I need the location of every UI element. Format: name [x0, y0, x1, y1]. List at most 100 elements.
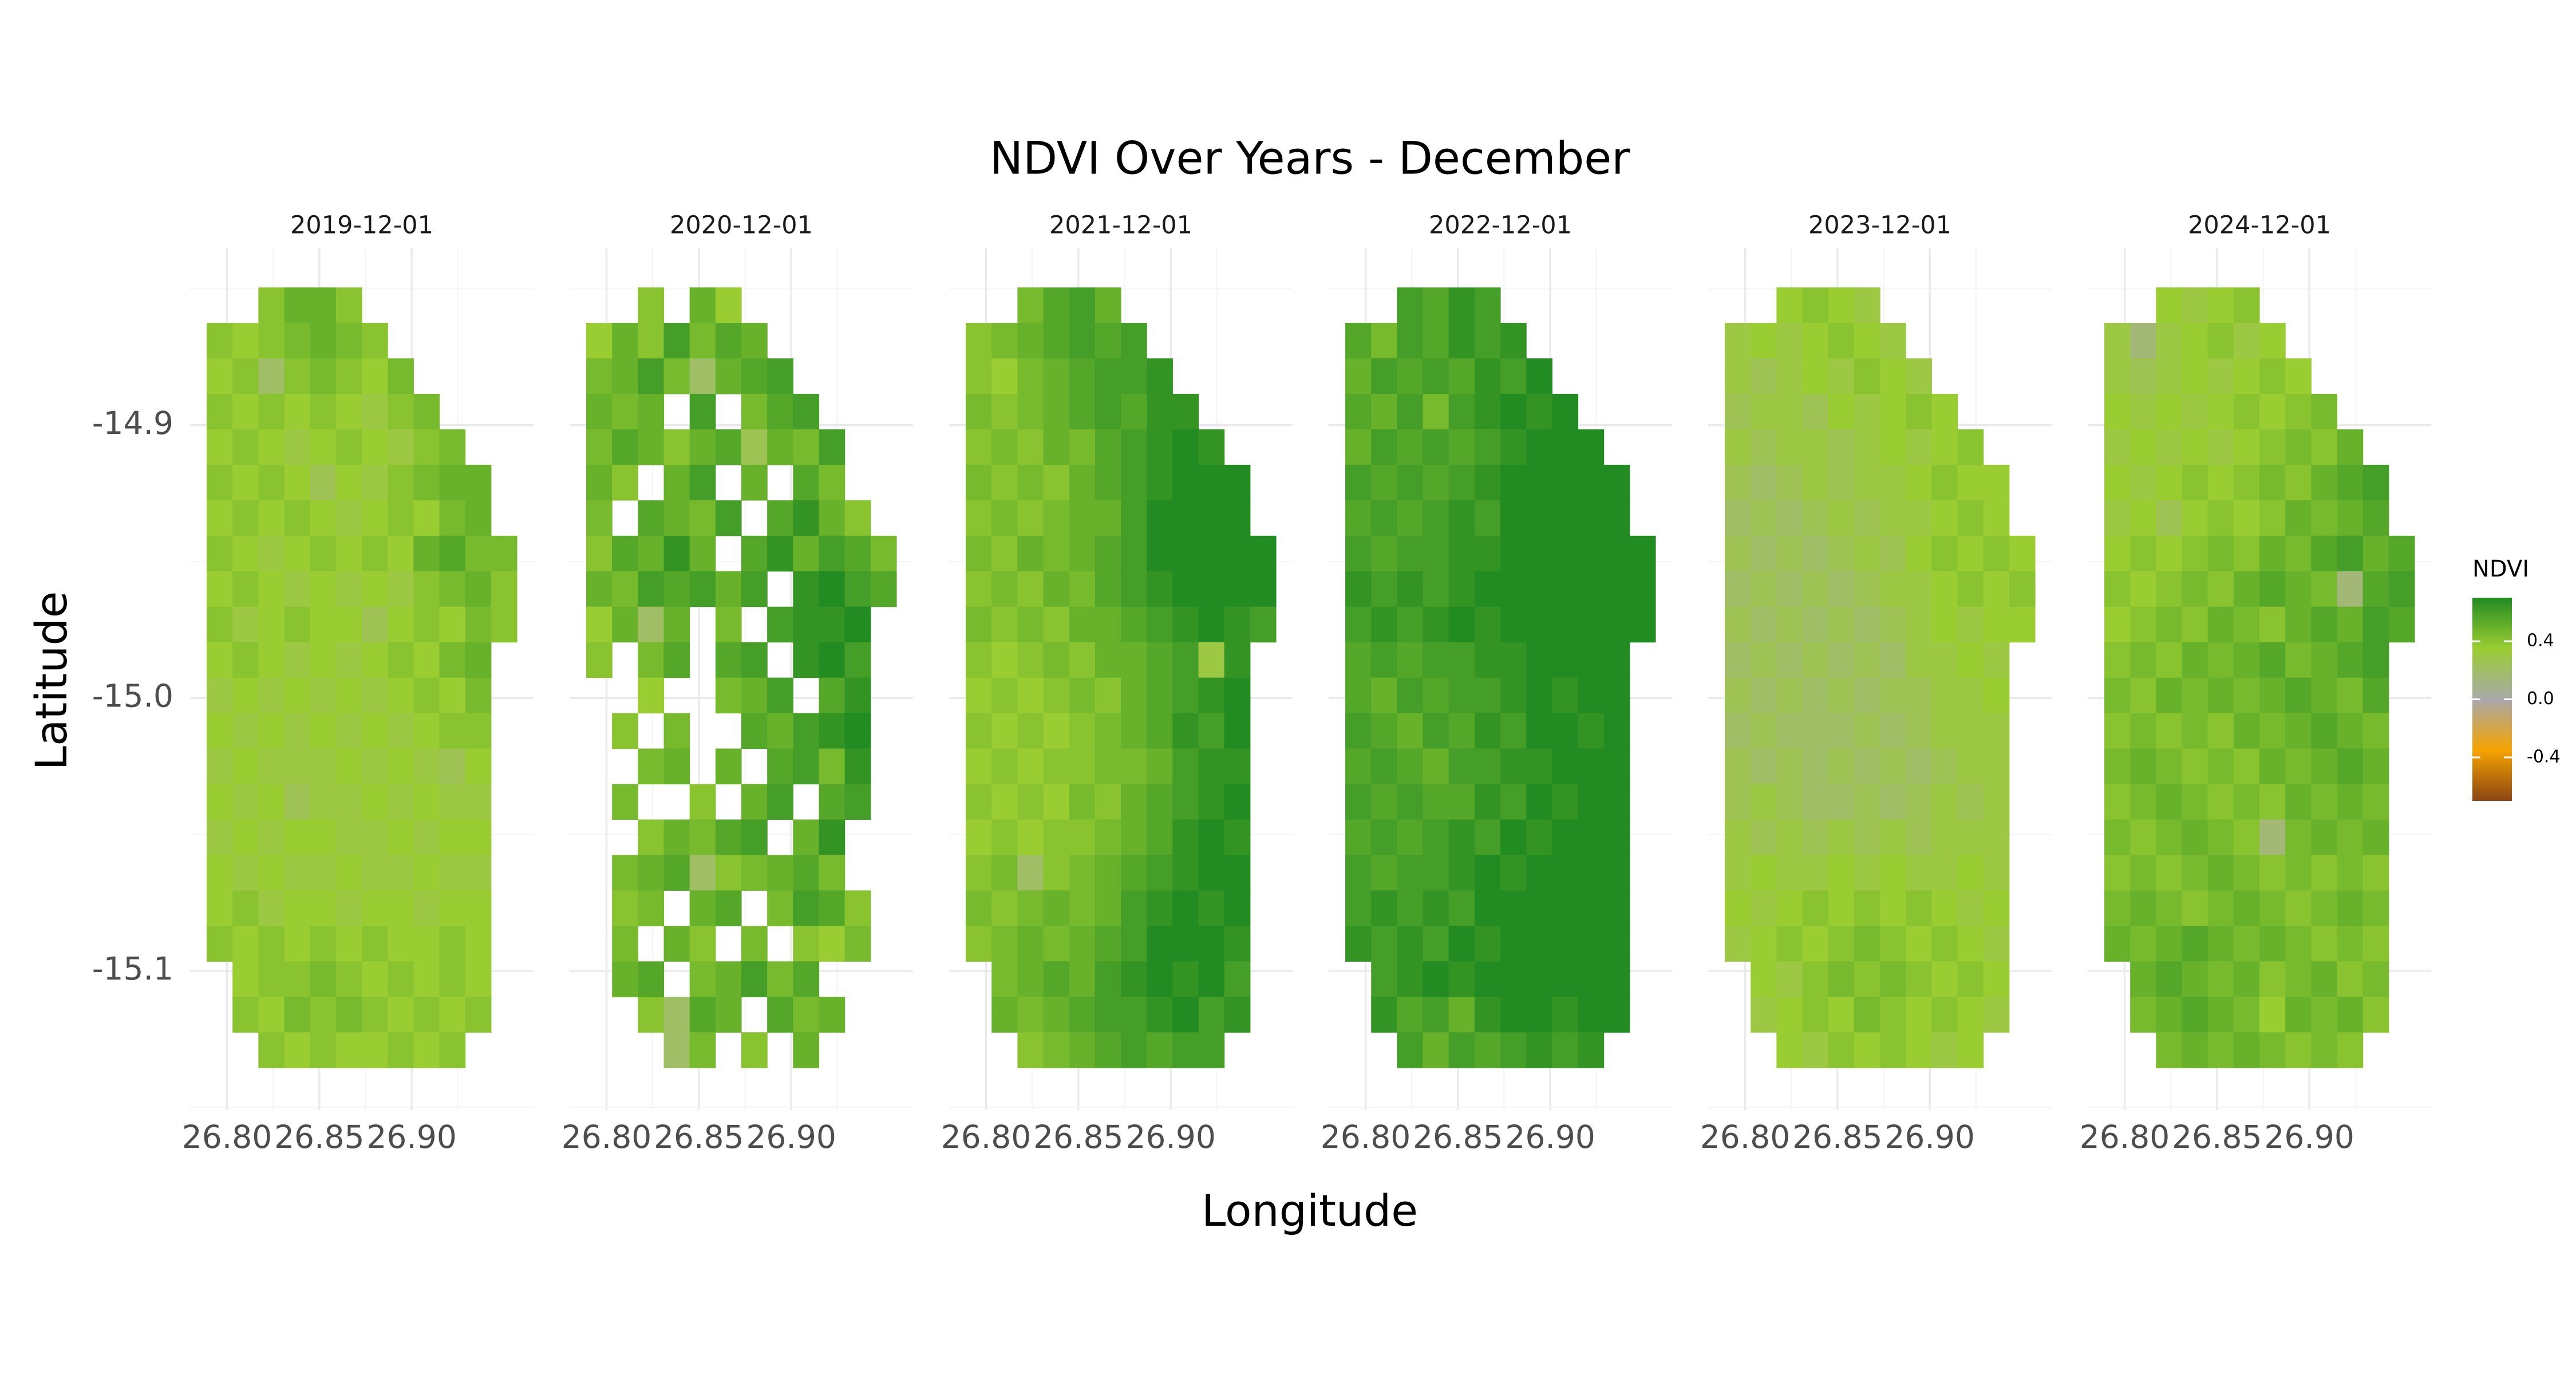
- heatmap-cell: [2311, 748, 2338, 785]
- heatmap-cell: [844, 571, 871, 607]
- heatmap-cell: [388, 535, 414, 572]
- heatmap-cell: [413, 713, 440, 749]
- heatmap-cell: [310, 429, 337, 465]
- heatmap-cell: [388, 784, 414, 820]
- heatmap-cell: [1448, 287, 1475, 323]
- heatmap-cell: [1751, 713, 1777, 749]
- heatmap-cell: [1776, 500, 1803, 536]
- heatmap-cell: [310, 926, 337, 962]
- heatmap-cell: [793, 961, 820, 997]
- heatmap-cell: [1603, 890, 1630, 926]
- heatmap-cell: [1957, 926, 1984, 962]
- heatmap-cell: [310, 855, 337, 891]
- heatmap-cell: [465, 784, 492, 820]
- y-tick-label: -14.9: [92, 405, 173, 441]
- heatmap-cell: [638, 323, 665, 359]
- heatmap-cell: [1198, 926, 1225, 962]
- heatmap-cell: [310, 819, 337, 855]
- heatmap-cell: [1198, 961, 1225, 997]
- heatmap-cell: [2182, 535, 2208, 572]
- heatmap-cell: [2285, 961, 2312, 997]
- heatmap-cell: [1802, 500, 1829, 536]
- heatmap-cell: [1224, 997, 1251, 1033]
- heatmap-cell: [1121, 571, 1147, 607]
- heatmap-cell: [2156, 819, 2183, 855]
- heatmap-cell: [2182, 997, 2208, 1033]
- heatmap-cell: [258, 571, 285, 607]
- heatmap-cell: [1552, 890, 1579, 926]
- heatmap-cell: [284, 323, 311, 359]
- heatmap-cell: [1957, 464, 1984, 501]
- heatmap-cell: [2362, 819, 2389, 855]
- heatmap-cell: [1802, 713, 1829, 749]
- heatmap-cell: [1931, 571, 1958, 607]
- heatmap-cell: [1500, 323, 1527, 359]
- heatmap-cell: [284, 464, 311, 501]
- heatmap-cell: [1423, 890, 1449, 926]
- heatmap-cell: [991, 855, 1018, 891]
- heatmap-cell: [1828, 819, 1855, 855]
- heatmap-cell: [715, 997, 742, 1033]
- heatmap-cell: [1983, 855, 2010, 891]
- heatmap-cell: [638, 535, 665, 572]
- heatmap-cell: [1802, 606, 1829, 643]
- heatmap-cell: [586, 393, 613, 430]
- heatmap-cell: [793, 855, 820, 891]
- heatmap-cell: [1345, 890, 1372, 926]
- heatmap-cell: [1931, 997, 1958, 1033]
- heatmap-cell: [1603, 606, 1630, 643]
- heatmap-cell: [2130, 713, 2156, 749]
- heatmap-cell: [741, 677, 768, 714]
- heatmap-cell: [1751, 606, 1777, 643]
- heatmap-cell: [1828, 677, 1855, 714]
- heatmap-cell: [232, 500, 259, 536]
- heatmap-cell: [1397, 677, 1424, 714]
- heatmap-cell: [2233, 713, 2260, 749]
- heatmap-cell: [1095, 429, 1121, 465]
- heatmap-cell: [715, 287, 742, 323]
- heatmap-cell: [819, 855, 846, 891]
- heatmap-cell: [966, 713, 992, 749]
- heatmap-cell: [1906, 926, 1932, 962]
- heatmap-cell: [1474, 429, 1501, 465]
- heatmap-cell: [232, 429, 259, 465]
- heatmap-cell: [413, 464, 440, 501]
- heatmap-cell: [1017, 500, 1044, 536]
- heatmap-cell: [1931, 535, 1958, 572]
- heatmap-cell: [207, 819, 233, 855]
- heatmap-cell: [207, 855, 233, 891]
- heatmap-cell: [310, 1032, 337, 1068]
- heatmap-cell: [1069, 855, 1096, 891]
- heatmap-cell: [586, 606, 613, 643]
- heatmap-cell: [1345, 571, 1372, 607]
- heatmap-cell: [1345, 500, 1372, 536]
- heatmap-cell: [2362, 571, 2389, 607]
- heatmap-cell: [2130, 961, 2156, 997]
- heatmap-cell: [1500, 784, 1527, 820]
- heatmap-cell: [207, 429, 233, 465]
- heatmap-cell: [388, 358, 414, 394]
- heatmap-cell: [1983, 464, 2010, 501]
- heatmap-cell: [586, 323, 613, 359]
- heatmap-cell: [1043, 855, 1070, 891]
- heatmap-cell: [2207, 961, 2234, 997]
- heatmap-cell: [1371, 748, 1397, 785]
- heatmap-cell: [1828, 890, 1855, 926]
- heatmap-cell: [1423, 713, 1449, 749]
- heatmap-cell: [741, 535, 768, 572]
- heatmap-cell: [1423, 642, 1449, 678]
- heatmap-cell: [362, 997, 388, 1033]
- heatmap-cell: [793, 606, 820, 643]
- heatmap-cell: [258, 323, 285, 359]
- heatmap-cell: [689, 890, 716, 926]
- heatmap-cell: [1957, 429, 1984, 465]
- heatmap-cell: [741, 1032, 768, 1068]
- heatmap-cell: [2233, 748, 2260, 785]
- heatmap-cell: [1854, 819, 1880, 855]
- heatmap-cell: [2233, 500, 2260, 536]
- heatmap-cell: [284, 784, 311, 820]
- heatmap-cell: [966, 890, 992, 926]
- heatmap-cell: [1500, 677, 1527, 714]
- heatmap-cell: [1147, 748, 1173, 785]
